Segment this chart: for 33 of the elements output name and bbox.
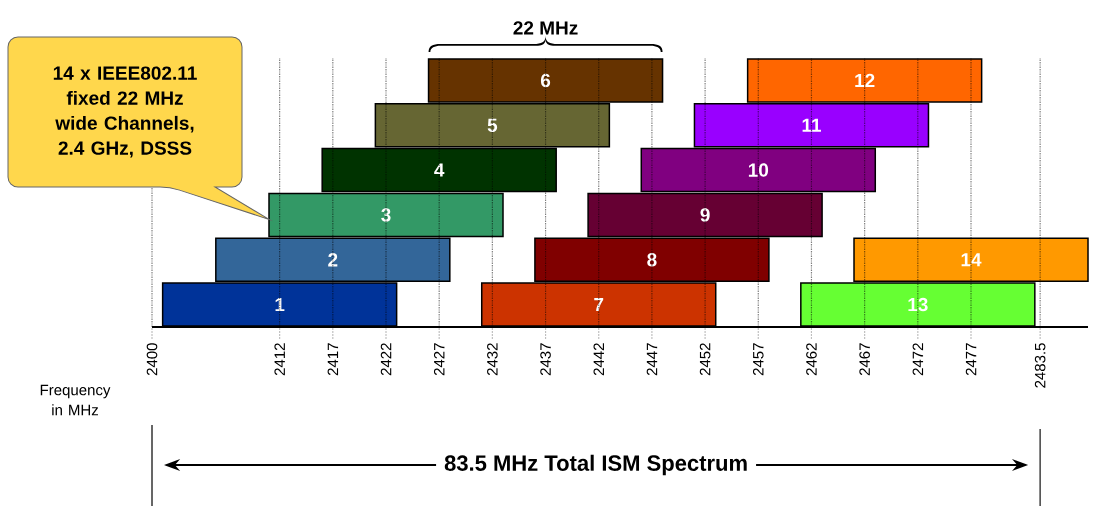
x-tick-label: 2400 — [146, 343, 158, 376]
x-tick-label: 2412 — [274, 343, 285, 376]
x-axis-title: Frequency in MHz — [40, 384, 111, 416]
text: 83.5 MHz Total ISM Spectrum — [444, 454, 747, 476]
x-tick-label: 2422 — [380, 343, 392, 376]
x-tick-label: 2452 — [699, 343, 711, 376]
x-tick-label: 2457 — [752, 343, 764, 376]
series-label: 2 — [328, 253, 338, 267]
x-tick-label: 2477 — [965, 343, 977, 376]
series-label: 13 — [908, 297, 928, 312]
series-label: 7 — [594, 298, 604, 312]
series-label: 6 — [540, 73, 551, 88]
x-tick-label: 2437 — [540, 343, 551, 376]
series-label: 12 — [855, 73, 875, 88]
x-tick-label: 2432 — [487, 343, 498, 376]
series-label: 10 — [748, 163, 769, 177]
series-label: 9 — [700, 208, 710, 222]
x-tick-label: 2467 — [859, 343, 870, 376]
x-tick-label: 2462 — [806, 343, 817, 376]
x-tick-label: 2447 — [646, 343, 658, 376]
series-label: 8 — [647, 253, 657, 267]
series-label: 14 — [961, 253, 982, 267]
x-tick-label: 2442 — [593, 343, 604, 376]
x-tick-label: 2417 — [327, 343, 339, 376]
x-tick-label: 2472 — [912, 343, 924, 376]
x-tick-label: 2483.5 — [1034, 343, 1046, 388]
series-label: 5 — [487, 118, 498, 132]
series-label: 4 — [434, 163, 445, 177]
series-label: 1 — [275, 298, 285, 312]
series-label: 3 — [381, 208, 391, 222]
text: 22 MHz — [513, 21, 578, 35]
series-label: 11 — [802, 118, 821, 132]
x-tick-label: 2427 — [433, 343, 445, 376]
